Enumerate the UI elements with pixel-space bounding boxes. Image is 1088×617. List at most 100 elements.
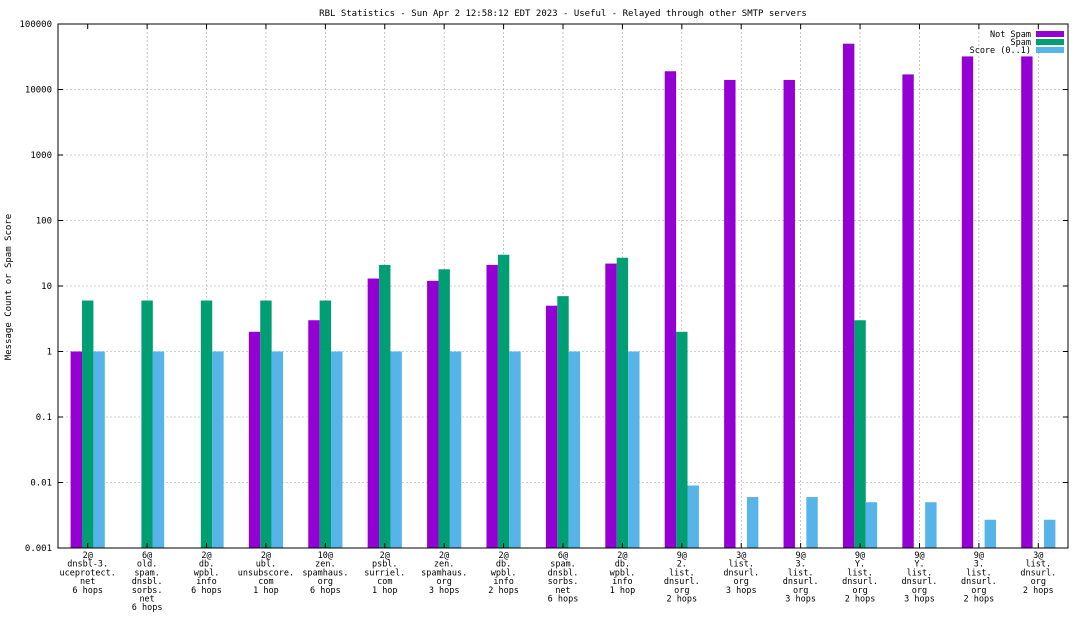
bar bbox=[260, 300, 272, 548]
bar bbox=[152, 351, 165, 548]
bar bbox=[248, 331, 261, 548]
x-tick-label-line: 6 hops bbox=[310, 586, 341, 596]
bar bbox=[568, 351, 581, 548]
x-tick-label-line: spamhaus. bbox=[302, 568, 348, 578]
x-tick-label-line: dnsurl. bbox=[783, 577, 819, 587]
x-tick-label-line: org bbox=[1031, 577, 1046, 587]
bar bbox=[1021, 56, 1033, 548]
x-tick-label: 2@ db. wpbl. info 2 hops bbox=[488, 551, 519, 596]
x-tick-label: 2@ db. wpbl. info 6 hops bbox=[191, 551, 222, 596]
x-tick-label-line: 10@ bbox=[318, 551, 333, 561]
bar bbox=[961, 56, 974, 548]
bar bbox=[331, 351, 343, 548]
x-tick-label: 3@ list. dnsurl. org 3 hops bbox=[723, 551, 759, 596]
x-tick-label-line: 1 hop bbox=[253, 586, 279, 596]
bar bbox=[379, 264, 391, 548]
x-tick-label-line: spam. bbox=[134, 568, 160, 578]
x-tick-label-line: 2. bbox=[677, 560, 687, 570]
x-tick-label-line: 1 hop bbox=[372, 586, 398, 596]
x-tick-label-line: 6 hops bbox=[132, 603, 163, 612]
x-tick-label-line: spam. bbox=[550, 560, 576, 570]
x-tick-label-line: list. bbox=[907, 568, 933, 578]
y-tick-label: 10 bbox=[41, 282, 52, 292]
bar bbox=[82, 300, 94, 548]
x-tick-label-line: 2 hops bbox=[964, 595, 995, 605]
x-tick-label-line: com bbox=[377, 577, 392, 587]
x-tick-label-line: db. bbox=[199, 560, 214, 570]
x-tick-label-line: zen. bbox=[315, 560, 335, 570]
x-tick-label-line: org bbox=[793, 586, 808, 596]
legend-swatch bbox=[1036, 47, 1064, 53]
y-tick-label: 1000 bbox=[30, 151, 52, 161]
x-tick-label-line: unsubscore. bbox=[238, 568, 294, 578]
x-tick-label-line: 2@ bbox=[201, 551, 211, 561]
x-tick-label-line: net bbox=[80, 577, 95, 587]
bar bbox=[93, 351, 105, 548]
x-tick-label-line: 3@ bbox=[736, 551, 746, 561]
x-tick-label-line: 3@ bbox=[1033, 551, 1043, 561]
x-tick-label: 9@ Y. list. dnsurl. org 3 hops bbox=[902, 551, 938, 605]
x-tick-label-line: 2 hops bbox=[1023, 586, 1054, 596]
y-tick-label: 0.1 bbox=[36, 413, 52, 423]
bar bbox=[271, 351, 284, 548]
x-tick-label-line: 2@ bbox=[261, 551, 271, 561]
x-tick-label-line: dnsurl. bbox=[664, 577, 700, 587]
x-tick-label-line: list. bbox=[1025, 560, 1051, 570]
x-tick-label-line: db. bbox=[496, 560, 511, 570]
x-tick-label-line: info bbox=[612, 577, 632, 587]
x-tick-label-line: 2 hops bbox=[845, 595, 876, 605]
x-tick-label-line: dnsurl. bbox=[961, 577, 997, 587]
x-tick-label-line: 6@ bbox=[558, 551, 568, 561]
chart-title: RBL Statistics - Sun Apr 2 12:58:12 EDT … bbox=[319, 9, 807, 19]
x-tick-label-line: org bbox=[852, 586, 867, 596]
x-tick-label-line: uceprotect. bbox=[60, 568, 116, 578]
x-tick-label-line: db. bbox=[615, 560, 630, 570]
bar bbox=[200, 300, 213, 548]
x-tick-label-line: 9@ bbox=[855, 551, 865, 561]
x-tick-label-line: dnsbl. bbox=[132, 577, 163, 587]
bar bbox=[308, 320, 320, 548]
bar bbox=[319, 300, 332, 548]
bar bbox=[724, 79, 736, 548]
bar bbox=[497, 254, 510, 549]
x-tick-label: 2@ dnsbl-3. uceprotect. net 6 hops bbox=[60, 551, 116, 596]
x-tick-label: 2@ db. wpbl. info 1 hop bbox=[610, 551, 636, 596]
bar bbox=[449, 351, 462, 548]
x-tick-label-line: wpbl. bbox=[194, 568, 220, 578]
x-tick-label-line: 2@ bbox=[380, 551, 390, 561]
x-tick-label: 9@ 3. list. dnsurl. org 3 hops bbox=[783, 551, 819, 605]
x-tick-label-line: dnsurl. bbox=[723, 568, 759, 578]
x-tick-label-line: old. bbox=[137, 560, 157, 570]
x-tick-label-line: 2 hops bbox=[488, 586, 519, 596]
legend-swatch bbox=[1036, 39, 1064, 45]
x-tick-label: 9@ 3. list. dnsurl. org 2 hops bbox=[961, 551, 997, 605]
bar bbox=[545, 305, 558, 548]
bar bbox=[438, 269, 450, 548]
bar bbox=[902, 74, 914, 549]
x-tick-label: 9@ 2. list. dnsurl. org 2 hops bbox=[664, 551, 700, 605]
bar bbox=[664, 71, 677, 548]
x-tick-label-line: psbl. bbox=[372, 560, 398, 570]
x-tick-label-line: dnsurl. bbox=[842, 577, 878, 587]
x-tick-label-line: 3 hops bbox=[429, 586, 460, 596]
x-tick-label-line: 2@ bbox=[617, 551, 627, 561]
x-tick-label-line: 6@ bbox=[142, 551, 152, 561]
bar bbox=[806, 497, 818, 548]
bar bbox=[687, 485, 699, 548]
bar bbox=[865, 502, 878, 548]
x-tick-label-line: wpbl. bbox=[610, 568, 636, 578]
y-tick-label: 100 bbox=[36, 217, 52, 227]
x-tick-label-line: org bbox=[734, 577, 749, 587]
bar bbox=[605, 263, 617, 548]
x-tick-label: 9@ Y. list. dnsurl. org 2 hops bbox=[842, 551, 878, 605]
bar bbox=[427, 280, 439, 548]
x-tick-label-line: sorbs. bbox=[132, 586, 163, 596]
x-tick-label-line: 3. bbox=[974, 560, 984, 570]
x-tick-label-line: 3 hops bbox=[726, 586, 757, 596]
legend-swatch bbox=[1036, 31, 1064, 37]
x-tick-label-line: dnsbl-3. bbox=[67, 560, 108, 570]
bar bbox=[212, 351, 224, 548]
